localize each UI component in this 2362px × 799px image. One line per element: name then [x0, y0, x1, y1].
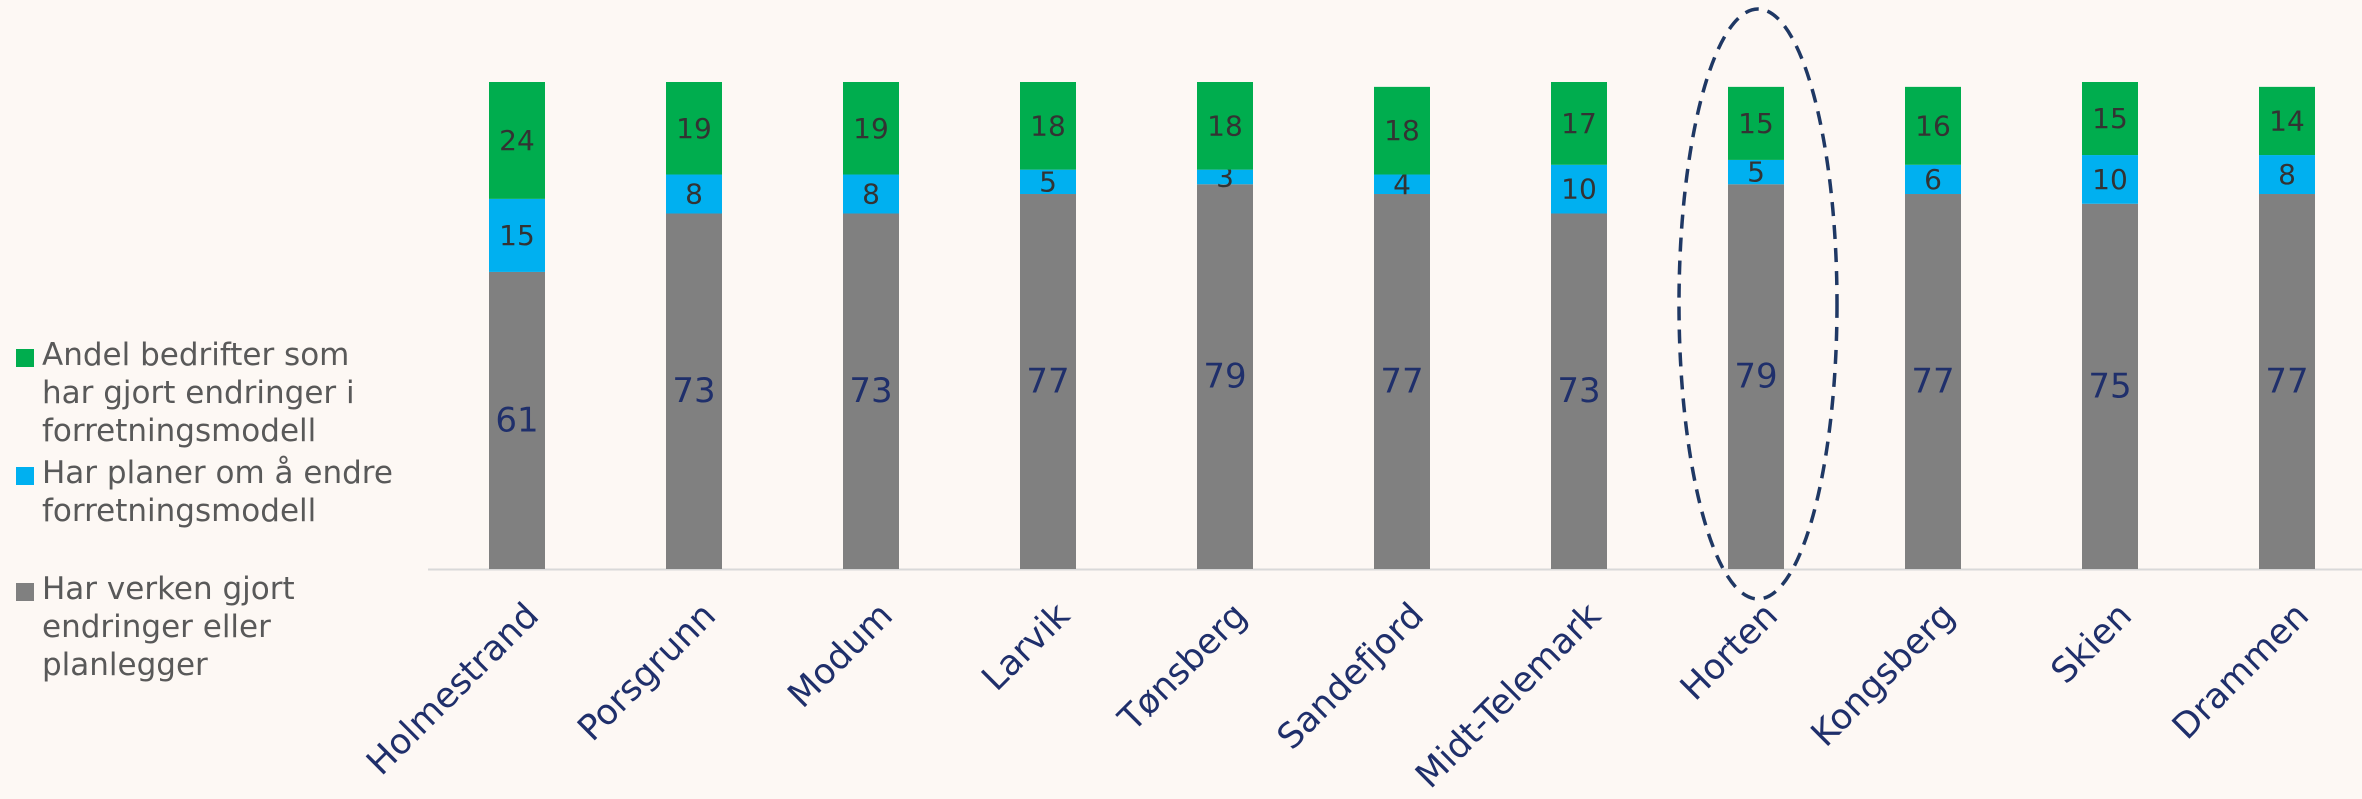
- bar-segment-planning: [1020, 169, 1076, 195]
- x-tick-label: Tønsberg: [1111, 596, 1255, 740]
- data-label-changed: 15: [1738, 107, 1774, 140]
- data-label-neither: 79: [1734, 357, 1777, 397]
- bar-segment-changed: [2082, 82, 2138, 156]
- x-tick-label: Horten: [1673, 596, 1786, 709]
- data-label-neither: 73: [849, 371, 892, 411]
- bar-segment-planning: [2082, 155, 2138, 204]
- bar-segment-changed: [1905, 86, 1961, 165]
- data-label-changed: 15: [2092, 102, 2128, 135]
- legend-item-neither: Har verken gjort endringer eller planleg…: [16, 570, 432, 684]
- data-label-neither: 73: [1557, 371, 1600, 411]
- data-label-neither: 77: [1380, 362, 1423, 402]
- data-label-planning: 5: [1039, 165, 1057, 198]
- data-label-neither: 73: [672, 371, 715, 411]
- data-label-changed: 18: [1207, 109, 1243, 142]
- bar-segment-neither: [489, 271, 545, 569]
- bar-segment-neither: [1197, 184, 1253, 569]
- data-label-neither: 79: [1203, 357, 1246, 397]
- data-label-neither: 77: [1026, 362, 1069, 402]
- legend-label-changed: Andel bedrifter som har gjort endringer …: [42, 337, 355, 449]
- data-label-neither: 75: [2088, 366, 2131, 406]
- bar-segment-planning: [2259, 155, 2315, 195]
- x-tick-label: Holmestrand: [359, 596, 547, 784]
- legend-label-neither: Har verken gjort endringer eller planleg…: [42, 571, 295, 683]
- bar-segment-planning: [489, 198, 545, 272]
- legend-label-planning: Har planer om å endre forretningsmodell: [42, 455, 393, 529]
- data-label-changed: 19: [853, 112, 889, 145]
- bar-segment-neither: [1728, 184, 1784, 569]
- bar-segment-changed: [1374, 86, 1430, 175]
- legend-swatch-blue: [16, 467, 34, 485]
- bar-segment-changed: [2259, 86, 2315, 156]
- data-label-planning: 4: [1393, 168, 1411, 201]
- bar-segment-neither: [2259, 194, 2315, 569]
- data-label-neither: 77: [1911, 362, 1954, 402]
- bar-segment-neither: [1551, 213, 1607, 570]
- data-label-changed: 17: [1561, 107, 1597, 140]
- bar-segment-changed: [1728, 86, 1784, 160]
- bar-segment-changed: [1197, 82, 1253, 170]
- bar-segment-changed: [489, 82, 545, 199]
- bar-segment-planning: [843, 174, 899, 214]
- bar-segment-changed: [1551, 82, 1607, 165]
- x-tick-label: Kongsberg: [1804, 596, 1963, 755]
- bar-segment-planning: [1374, 174, 1430, 195]
- bar-segment-neither: [1905, 194, 1961, 569]
- bar-segment-neither: [1374, 194, 1430, 569]
- data-label-planning: 15: [499, 219, 535, 252]
- bar-segment-changed: [666, 82, 722, 175]
- bar-segment-neither: [1020, 194, 1076, 569]
- bar-segment-changed: [1020, 82, 1076, 170]
- legend-item-changed: Andel bedrifter som har gjort endringer …: [16, 336, 432, 450]
- data-label-neither: 61: [495, 400, 538, 440]
- legend-swatch-green: [16, 349, 34, 367]
- data-label-changed: 18: [1384, 114, 1420, 147]
- data-label-planning: 10: [2092, 163, 2128, 196]
- bar-segment-changed: [843, 82, 899, 175]
- x-tick-label: Modum: [781, 596, 901, 716]
- data-label-changed: 16: [1915, 109, 1951, 142]
- bar-segment-planning: [1905, 164, 1961, 195]
- data-label-planning: 5: [1747, 156, 1765, 189]
- data-label-changed: 19: [676, 112, 712, 145]
- data-label-planning: 8: [685, 178, 703, 211]
- data-label-changed: 14: [2269, 104, 2305, 137]
- bar-segment-neither: [2082, 203, 2138, 569]
- bar-segment-neither: [843, 213, 899, 570]
- highlight-ellipse: [1677, 7, 1839, 601]
- data-label-planning: 8: [862, 178, 880, 211]
- x-tick-label: Larvik: [975, 595, 1079, 699]
- data-label-planning: 8: [2278, 158, 2296, 191]
- data-label-changed: 18: [1030, 109, 1066, 142]
- x-tick-label: Porsgrunn: [570, 596, 723, 749]
- data-label-planning: 6: [1924, 163, 1942, 196]
- bar-segment-planning: [1551, 164, 1607, 214]
- legend-item-planning: Har planer om å endre forretningsmodell: [16, 454, 432, 530]
- data-label-planning: 10: [1561, 173, 1597, 206]
- x-tick-label: Midt-Telemark: [1408, 595, 1609, 796]
- x-tick-label: Drammen: [2165, 596, 2317, 748]
- x-tick-label: Sandefjord: [1270, 596, 1432, 758]
- bar-segment-planning: [666, 174, 722, 214]
- x-tick-label: Skien: [2044, 596, 2140, 692]
- data-label-changed: 24: [499, 124, 535, 157]
- data-label-neither: 77: [2265, 362, 2308, 402]
- legend-swatch-gray: [16, 583, 34, 601]
- bar-segment-neither: [666, 213, 722, 570]
- bar-segment-planning: [1728, 159, 1784, 185]
- bar-segment-planning: [1197, 169, 1253, 185]
